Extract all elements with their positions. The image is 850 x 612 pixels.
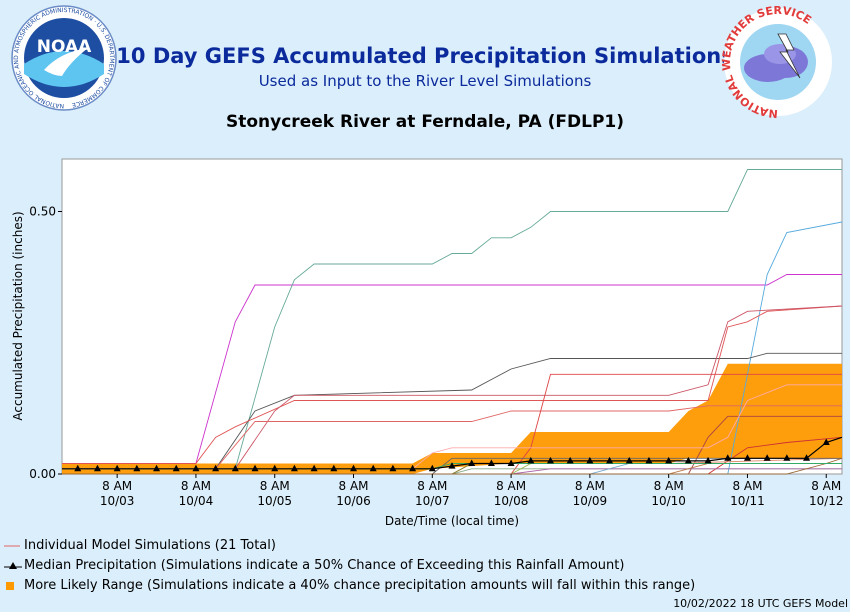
simulation-line-6 — [62, 305, 843, 470]
median-marker — [409, 464, 417, 472]
median-marker — [724, 454, 732, 461]
median-marker — [93, 464, 101, 472]
x-tick-date-label: 10/07 — [415, 494, 450, 508]
median-marker — [330, 464, 338, 472]
legend-median-label: Median Precipitation (Simulations indica… — [24, 558, 625, 573]
median-marker — [389, 464, 397, 472]
station-name: Stonycreek River at Ferndale, PA (FDLP1) — [226, 112, 624, 132]
median-marker — [251, 464, 259, 472]
x-tick-date-label: 10/04 — [179, 494, 214, 508]
x-tick-time-label: 8 AM — [102, 479, 132, 493]
median-marker — [783, 454, 791, 461]
x-tick-time-label: 8 AM — [575, 479, 605, 493]
likely-range-band — [62, 363, 842, 474]
median-marker — [645, 456, 653, 464]
x-tick-date-label: 10/12 — [809, 494, 844, 508]
median-marker — [113, 464, 121, 472]
median-marker — [212, 464, 220, 472]
median-marker — [665, 456, 673, 464]
median-marker — [803, 454, 811, 461]
median-marker — [290, 464, 298, 472]
simulation-line-7 — [62, 405, 842, 470]
x-tick-time-label: 8 AM — [417, 479, 447, 493]
median-marker — [310, 464, 318, 472]
noaa-logo: NOAA NATIONAL OCEANIC AND ATMOSPHERIC AD… — [11, 5, 117, 111]
page-subtitle: Used as Input to the River Level Simulat… — [258, 72, 592, 90]
simulation-line-2 — [62, 169, 842, 470]
legend-range-label: More Likely Range (Simulations indicate … — [24, 578, 696, 593]
x-tick-time-label: 8 AM — [732, 479, 762, 493]
median-marker — [743, 454, 751, 461]
nws-logo: NATIONAL WEATHER SERVICE — [720, 6, 832, 120]
x-tick-date-label: 10/09 — [573, 494, 608, 508]
x-tick-date-label: 10/08 — [494, 494, 529, 508]
x-tick-time-label: 8 AM — [496, 479, 526, 493]
median-marker — [271, 464, 279, 472]
x-tick-date-label: 10/05 — [257, 494, 292, 508]
median-marker — [133, 464, 141, 472]
legend-median: Median Precipitation (Simulations indica… — [4, 558, 624, 573]
noaa-logo-text: NOAA — [37, 37, 92, 57]
x-tick-time-label: 8 AM — [260, 479, 290, 493]
individual-line-icon — [4, 540, 22, 552]
simulation-line-20 — [62, 457, 843, 475]
median-marker — [546, 456, 554, 464]
x-tick-time-label: 8 AM — [181, 479, 211, 493]
legend-individual: Individual Model Simulations (21 Total) — [4, 538, 276, 553]
median-marker — [231, 464, 239, 472]
median-marker — [153, 464, 161, 472]
legend-range: More Likely Range (Simulations indicate … — [4, 578, 695, 593]
median-marker — [684, 456, 692, 464]
x-tick-time-label: 8 AM — [654, 479, 684, 493]
simulation-line-5 — [62, 305, 843, 464]
median-marker — [763, 454, 771, 461]
median-marker — [704, 456, 712, 464]
x-tick-date-label: 10/06 — [336, 494, 371, 508]
median-marker — [527, 456, 535, 464]
x-tick-time-label: 8 AM — [339, 479, 369, 493]
median-triangle-icon — [4, 560, 22, 572]
median-marker — [822, 438, 830, 445]
page-title: 10 Day GEFS Accumulated Precipitation Si… — [116, 44, 734, 68]
median-marker — [586, 456, 594, 464]
x-tick-date-label: 10/11 — [730, 494, 765, 508]
model-run-footer: 10/02/2022 18 UTC GEFS Model — [673, 597, 848, 610]
y-tick-label: 0.50 — [29, 205, 56, 219]
median-marker — [507, 459, 515, 466]
median-marker — [487, 459, 495, 466]
median-marker — [192, 464, 200, 472]
range-square-icon — [4, 580, 22, 592]
y-axis-label: Accumulated Precipitation (inches) — [11, 211, 25, 420]
x-tick-date-label: 10/03 — [100, 494, 135, 508]
y-tick-label: 0.00 — [29, 467, 56, 481]
median-marker — [566, 456, 574, 464]
median-marker — [74, 464, 82, 472]
median-marker — [606, 456, 614, 464]
legend-individual-label: Individual Model Simulations (21 Total) — [24, 538, 276, 553]
simulation-line-4 — [62, 352, 842, 470]
simulation-line-11 — [62, 384, 842, 470]
median-marker — [172, 464, 180, 472]
median-marker — [428, 464, 436, 472]
x-axis-label: Date/Time (local time) — [385, 514, 519, 528]
median-marker — [448, 462, 456, 469]
median-marker — [468, 459, 476, 466]
x-tick-time-label: 8 AM — [811, 479, 841, 493]
x-tick-date-label: 10/10 — [651, 494, 686, 508]
median-marker — [625, 456, 633, 464]
median-marker — [350, 464, 358, 472]
median-marker — [369, 464, 377, 472]
